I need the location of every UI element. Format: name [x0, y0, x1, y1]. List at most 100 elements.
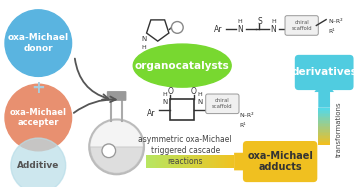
Circle shape — [90, 120, 143, 174]
FancyArrow shape — [186, 155, 187, 168]
FancyArrow shape — [175, 155, 177, 168]
FancyArrow shape — [318, 119, 330, 120]
Text: chiral
scaffold: chiral scaffold — [291, 20, 312, 31]
FancyArrow shape — [224, 155, 225, 168]
FancyArrow shape — [233, 155, 234, 168]
FancyArrow shape — [318, 129, 330, 130]
Text: O: O — [167, 87, 173, 96]
Text: N: N — [237, 25, 243, 34]
FancyArrow shape — [178, 155, 180, 168]
FancyArrow shape — [212, 155, 214, 168]
Text: N: N — [270, 25, 276, 34]
FancyArrow shape — [225, 155, 227, 168]
Text: oxa-Michael
accepter: oxa-Michael accepter — [10, 108, 67, 127]
FancyArrow shape — [189, 155, 190, 168]
Text: H: H — [238, 19, 242, 24]
FancyArrow shape — [318, 140, 330, 142]
FancyArrow shape — [191, 155, 193, 168]
Text: N: N — [162, 99, 167, 105]
FancyArrow shape — [162, 155, 163, 168]
FancyArrow shape — [318, 124, 330, 126]
FancyArrow shape — [314, 78, 334, 108]
FancyArrow shape — [158, 155, 159, 168]
Text: Additive: Additive — [17, 161, 59, 170]
Text: oxa-Michael
donor: oxa-Michael donor — [8, 33, 69, 53]
FancyArrow shape — [318, 117, 330, 119]
FancyArrow shape — [318, 130, 330, 132]
Text: derivatives: derivatives — [291, 67, 357, 77]
FancyArrow shape — [161, 155, 162, 168]
Text: N–R²: N–R² — [328, 19, 343, 24]
FancyArrow shape — [190, 155, 191, 168]
FancyArrow shape — [215, 155, 217, 168]
FancyArrow shape — [203, 155, 205, 168]
FancyArrow shape — [177, 155, 178, 168]
Text: R¹: R¹ — [239, 123, 246, 128]
FancyArrow shape — [173, 155, 174, 168]
FancyArrow shape — [147, 155, 149, 168]
Text: Ar: Ar — [147, 109, 155, 118]
FancyArrow shape — [202, 155, 203, 168]
FancyArrow shape — [156, 155, 158, 168]
FancyArrow shape — [318, 110, 330, 111]
FancyArrow shape — [165, 155, 167, 168]
FancyArrow shape — [318, 113, 330, 114]
FancyArrow shape — [318, 135, 330, 136]
FancyArrow shape — [199, 155, 200, 168]
FancyArrow shape — [318, 143, 330, 145]
FancyBboxPatch shape — [243, 141, 317, 182]
Text: S: S — [257, 17, 262, 26]
FancyArrow shape — [318, 108, 330, 110]
FancyArrow shape — [168, 155, 170, 168]
FancyArrow shape — [228, 155, 230, 168]
FancyBboxPatch shape — [107, 91, 126, 101]
FancyArrow shape — [150, 155, 152, 168]
FancyArrow shape — [318, 132, 330, 133]
Text: O: O — [191, 87, 197, 96]
FancyArrow shape — [153, 155, 155, 168]
FancyArrow shape — [208, 155, 209, 168]
FancyArrow shape — [152, 155, 153, 168]
FancyArrow shape — [318, 120, 330, 121]
FancyArrow shape — [167, 155, 168, 168]
FancyArrow shape — [197, 155, 199, 168]
FancyArrow shape — [318, 142, 330, 143]
FancyArrow shape — [222, 155, 224, 168]
FancyArrow shape — [205, 155, 206, 168]
FancyArrow shape — [217, 155, 218, 168]
FancyArrow shape — [221, 155, 222, 168]
Text: organocatalysts: organocatalysts — [135, 61, 230, 71]
Text: H: H — [162, 91, 167, 97]
FancyArrow shape — [206, 155, 208, 168]
Text: +: + — [31, 79, 45, 97]
FancyArrow shape — [184, 155, 186, 168]
FancyArrow shape — [200, 155, 202, 168]
FancyArrow shape — [171, 155, 173, 168]
Text: oxa-Michael
adducts: oxa-Michael adducts — [247, 151, 313, 172]
FancyArrow shape — [318, 111, 330, 113]
Ellipse shape — [11, 138, 66, 189]
FancyBboxPatch shape — [295, 55, 353, 90]
FancyArrow shape — [183, 155, 184, 168]
FancyArrow shape — [230, 155, 231, 168]
FancyArrow shape — [234, 151, 256, 172]
Text: transformations: transformations — [336, 101, 342, 157]
Ellipse shape — [133, 44, 231, 87]
FancyArrow shape — [174, 155, 175, 168]
Text: H: H — [271, 19, 276, 24]
FancyArrow shape — [214, 155, 215, 168]
FancyArrow shape — [318, 127, 330, 129]
Text: N–R²: N–R² — [239, 113, 254, 118]
FancyArrow shape — [219, 155, 221, 168]
FancyArrow shape — [193, 155, 194, 168]
FancyArrow shape — [194, 155, 196, 168]
FancyArrow shape — [196, 155, 197, 168]
FancyArrow shape — [170, 155, 171, 168]
FancyArrow shape — [181, 155, 183, 168]
FancyArrow shape — [318, 115, 330, 117]
Circle shape — [171, 22, 183, 33]
FancyArrow shape — [218, 155, 219, 168]
FancyArrow shape — [146, 155, 147, 168]
FancyArrow shape — [187, 155, 189, 168]
Text: N: N — [141, 36, 147, 42]
